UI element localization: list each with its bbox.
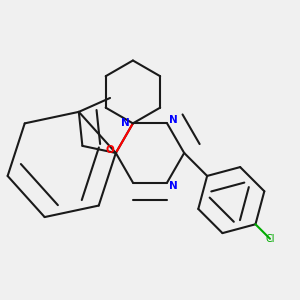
Text: N: N [169, 181, 177, 190]
Text: N: N [169, 116, 177, 125]
Text: O: O [106, 145, 114, 155]
Text: Cl: Cl [265, 234, 275, 244]
Text: N: N [121, 118, 130, 128]
